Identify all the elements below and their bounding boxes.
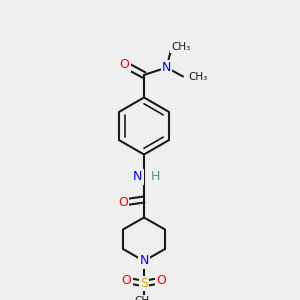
Text: CH₃: CH₃: [188, 71, 208, 82]
Text: O: O: [120, 58, 129, 71]
Text: O: O: [118, 196, 128, 209]
Text: CH₃: CH₃: [134, 296, 154, 300]
Text: O: O: [157, 274, 166, 287]
Text: CH₃: CH₃: [171, 41, 190, 52]
Text: N: N: [139, 254, 149, 268]
Text: N: N: [133, 170, 142, 184]
Text: H: H: [151, 170, 160, 184]
Text: O: O: [122, 274, 131, 287]
Text: N: N: [162, 61, 171, 74]
Text: S: S: [140, 277, 148, 290]
